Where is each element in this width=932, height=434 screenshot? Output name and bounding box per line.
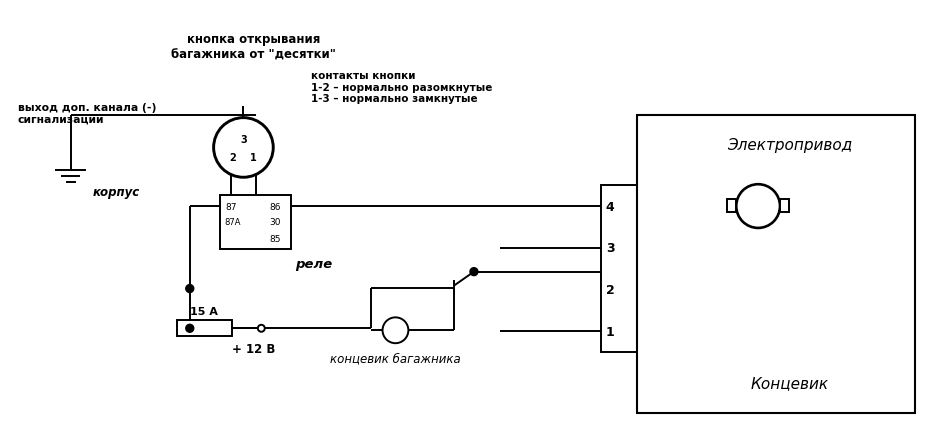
Circle shape bbox=[213, 118, 273, 178]
Text: Концевик: Концевик bbox=[751, 375, 829, 391]
Text: концевик багажника: концевик багажника bbox=[330, 352, 460, 364]
Circle shape bbox=[185, 285, 194, 293]
Text: 3: 3 bbox=[240, 135, 247, 145]
Text: 15 А: 15 А bbox=[190, 307, 218, 317]
Text: + 12 В: + 12 В bbox=[232, 342, 275, 355]
Text: 30: 30 bbox=[269, 218, 281, 227]
Circle shape bbox=[185, 325, 194, 332]
Circle shape bbox=[258, 325, 265, 332]
Text: корпус: корпус bbox=[92, 185, 140, 198]
Bar bbox=[780, 200, 788, 213]
Bar bbox=[727, 200, 736, 213]
Bar bbox=[601, 186, 639, 352]
Text: контакты кнопки
1-2 – нормально разомкнутые
1-3 – нормально замкнутые: контакты кнопки 1-2 – нормально разомкну… bbox=[311, 71, 492, 104]
Text: Электропривод: Электропривод bbox=[727, 138, 853, 153]
Text: 1: 1 bbox=[250, 153, 256, 163]
Bar bbox=[177, 321, 231, 336]
Bar bbox=[220, 196, 291, 249]
Circle shape bbox=[736, 185, 780, 228]
Text: 3: 3 bbox=[606, 242, 614, 255]
Text: 2: 2 bbox=[606, 283, 614, 296]
Circle shape bbox=[382, 318, 408, 343]
Text: реле: реле bbox=[295, 257, 333, 270]
Text: кнопка открывания
багажника от "десятки": кнопка открывания багажника от "десятки" bbox=[171, 33, 336, 61]
Circle shape bbox=[470, 268, 478, 276]
Text: выход доп. канала (-)
сигнализации: выход доп. канала (-) сигнализации bbox=[18, 102, 157, 124]
Text: 87A: 87A bbox=[225, 218, 241, 227]
Text: 1: 1 bbox=[606, 325, 614, 338]
Bar bbox=[637, 115, 915, 413]
Text: 4: 4 bbox=[606, 200, 614, 213]
Text: 87: 87 bbox=[226, 202, 237, 211]
Text: 86: 86 bbox=[269, 202, 281, 211]
Text: 2: 2 bbox=[229, 153, 236, 163]
Text: 85: 85 bbox=[269, 235, 281, 244]
